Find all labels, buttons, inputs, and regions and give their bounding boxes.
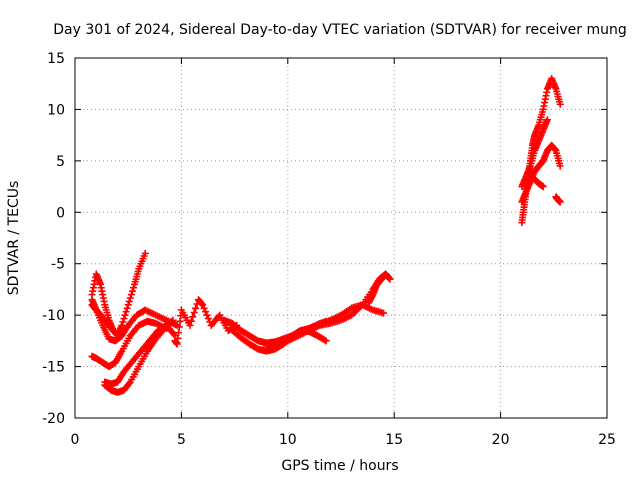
y-tick-label: 0 (56, 205, 65, 221)
plot-frame (74, 57, 608, 419)
y-tick-label: -15 (42, 360, 65, 376)
data-point (124, 301, 132, 309)
data-point (202, 308, 210, 316)
y-axis-label: SDTVAR / TECUs (6, 181, 22, 296)
data-point (556, 162, 564, 170)
data-point (121, 311, 129, 319)
data-point (109, 327, 117, 335)
data-point (128, 287, 136, 295)
y-tick-label: 15 (47, 51, 65, 67)
data-point (192, 304, 200, 312)
data-point (123, 304, 131, 312)
data-point (120, 315, 128, 323)
chart-title: Day 301 of 2024, Sidereal Day-to-day VTE… (53, 22, 627, 38)
data-point (122, 308, 130, 316)
data-point (118, 321, 126, 329)
data-point (125, 297, 133, 305)
data-point (322, 337, 330, 345)
x-tick-label: 20 (492, 432, 510, 448)
series-5 (101, 321, 179, 388)
x-tick-label: 5 (177, 432, 186, 448)
data-point (130, 284, 138, 292)
data-point (204, 315, 212, 323)
data-point (199, 301, 207, 309)
data-point (556, 198, 564, 206)
series-16 (526, 172, 547, 191)
data-point (126, 294, 134, 302)
data-point (169, 316, 177, 324)
data-point (167, 318, 175, 326)
y-axis-ticks: 15 10 5 0 -5 -10 -15 -20 (42, 51, 607, 427)
data-point (187, 317, 195, 325)
x-tick-label: 10 (279, 432, 297, 448)
data-point (189, 313, 197, 321)
data-point (125, 379, 133, 387)
data-point (539, 183, 547, 191)
series-6 (88, 301, 117, 335)
data-point (190, 309, 198, 317)
series-12 (365, 270, 394, 307)
y-tick-label: 5 (56, 154, 65, 170)
data-point (186, 321, 194, 329)
data-point (200, 304, 208, 312)
y-tick-label: -10 (42, 308, 65, 324)
data-point (203, 311, 211, 319)
data-point (141, 249, 149, 257)
data-point (119, 318, 127, 326)
data-point (321, 336, 329, 344)
x-tick-label: 0 (71, 432, 80, 448)
x-tick-label: 25 (598, 432, 616, 448)
y-tick-label: -20 (42, 411, 65, 427)
series-7 (171, 296, 241, 348)
series-17 (552, 193, 564, 206)
x-axis-label: GPS time / hours (281, 458, 398, 474)
data-point (127, 291, 135, 299)
data-point (380, 309, 388, 317)
y-tick-label: 10 (47, 102, 65, 118)
data-point (543, 116, 551, 124)
x-tick-label: 15 (385, 432, 403, 448)
data-point (556, 100, 564, 108)
y-tick-label: -5 (51, 257, 65, 273)
data-points (88, 75, 564, 396)
data-point (386, 275, 394, 283)
series-1 (88, 249, 149, 340)
x-axis-ticks: 0 5 10 15 20 25 (71, 58, 616, 448)
